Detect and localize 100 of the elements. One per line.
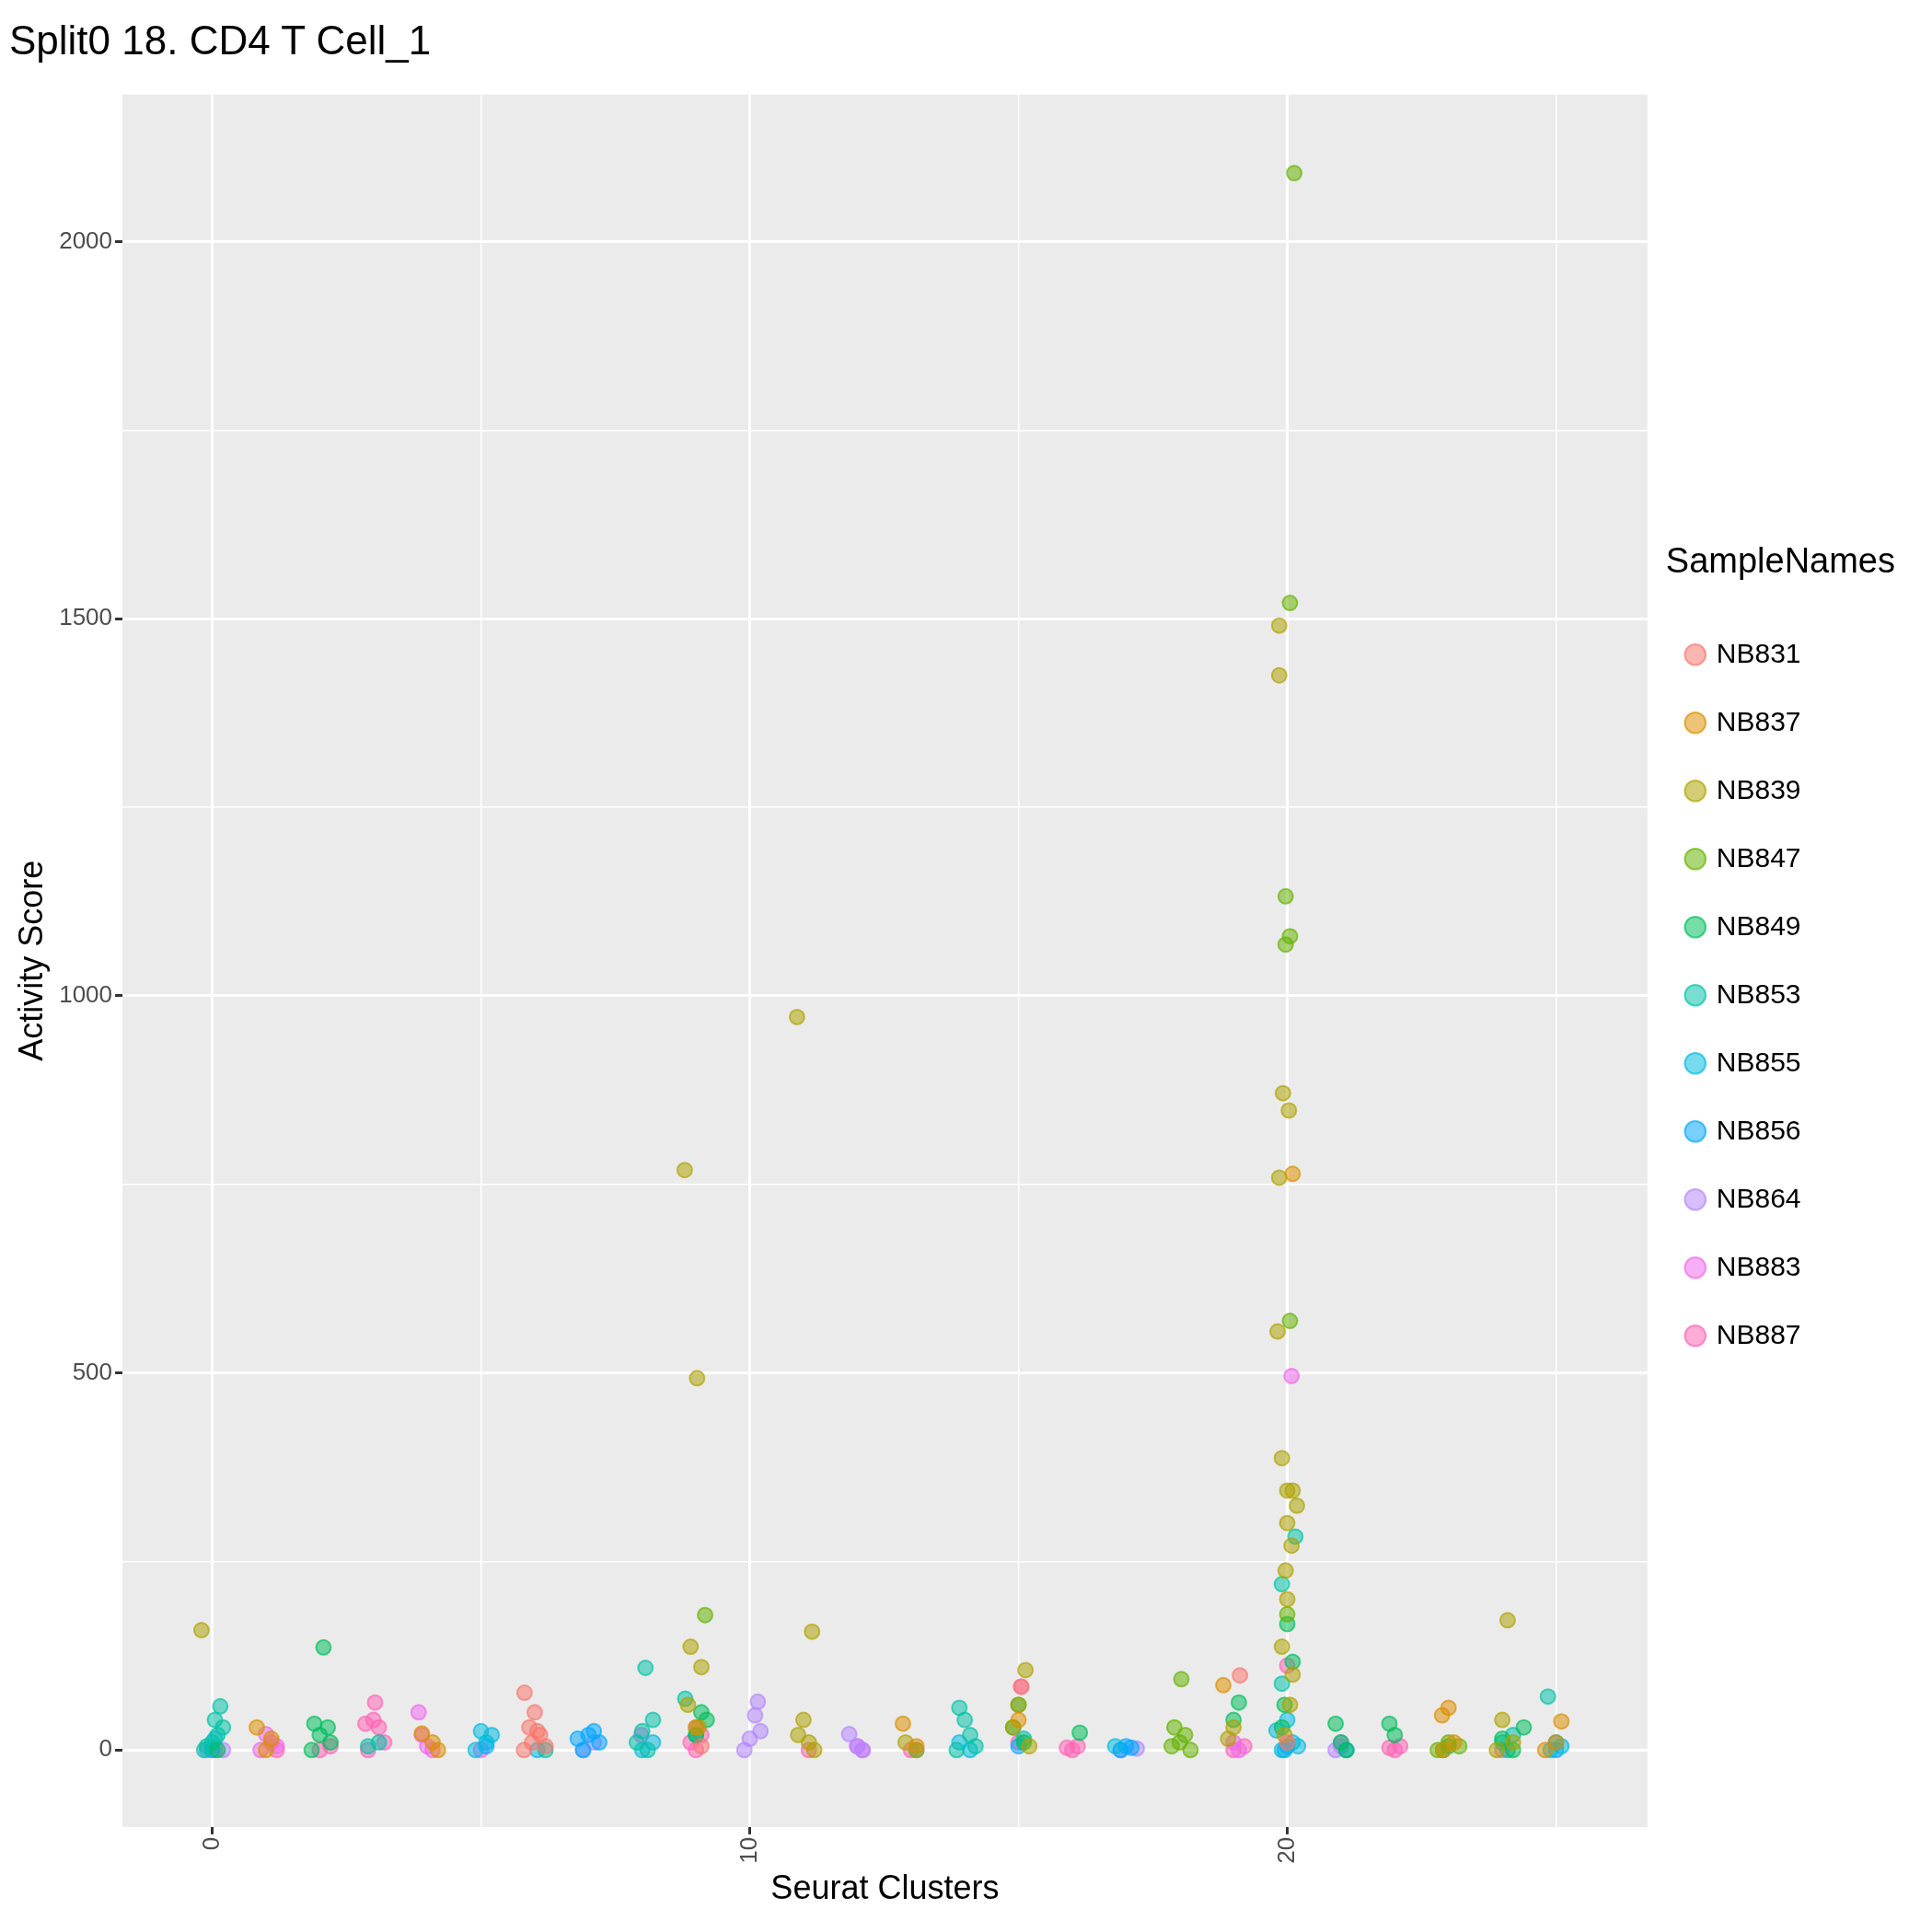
point bbox=[966, 1738, 984, 1755]
point bbox=[1278, 1514, 1296, 1532]
y-tick-label: 0 bbox=[98, 1734, 113, 1763]
point bbox=[1270, 617, 1288, 634]
point bbox=[1010, 1711, 1027, 1729]
point bbox=[794, 1711, 812, 1729]
point bbox=[1504, 1734, 1521, 1752]
point bbox=[1280, 1102, 1298, 1119]
point bbox=[1278, 1734, 1296, 1752]
point bbox=[410, 1704, 427, 1721]
point bbox=[633, 1722, 651, 1740]
point bbox=[1539, 1688, 1556, 1706]
point bbox=[1494, 1711, 1511, 1729]
point bbox=[319, 1718, 337, 1736]
legend-label: NB883 bbox=[1716, 1250, 1801, 1281]
point bbox=[528, 1722, 546, 1740]
legend-label: NB887 bbox=[1716, 1318, 1801, 1349]
point bbox=[804, 1623, 821, 1640]
point bbox=[1284, 1165, 1301, 1183]
legend-label: NB831 bbox=[1716, 637, 1801, 668]
legend-label: NB839 bbox=[1716, 773, 1801, 804]
point bbox=[894, 1715, 911, 1732]
point bbox=[1230, 1741, 1247, 1759]
point bbox=[1274, 1084, 1291, 1102]
point bbox=[537, 1738, 554, 1755]
point bbox=[1071, 1724, 1089, 1741]
point bbox=[1123, 1739, 1140, 1756]
point bbox=[315, 1638, 332, 1656]
legend-label: NB849 bbox=[1716, 909, 1801, 941]
point bbox=[752, 1722, 769, 1740]
point bbox=[1515, 1718, 1533, 1736]
point bbox=[366, 1694, 384, 1711]
point bbox=[212, 1697, 229, 1715]
point bbox=[1440, 1699, 1457, 1717]
y-tick-label: 2000 bbox=[59, 226, 113, 254]
x-axis-title: Seurat Clusters bbox=[770, 1868, 1000, 1907]
y-axis-title: Activity Score bbox=[11, 860, 50, 1061]
legend-label: NB847 bbox=[1716, 841, 1801, 873]
point bbox=[908, 1738, 925, 1755]
point bbox=[526, 1704, 543, 1721]
point bbox=[1286, 165, 1303, 182]
legend-label: NB855 bbox=[1716, 1046, 1801, 1077]
point bbox=[692, 1659, 710, 1676]
point bbox=[1284, 1666, 1301, 1683]
point bbox=[1059, 1739, 1076, 1756]
point bbox=[692, 1738, 710, 1755]
point bbox=[682, 1638, 700, 1656]
point bbox=[1021, 1738, 1038, 1755]
point bbox=[483, 1726, 501, 1743]
point bbox=[1281, 1313, 1299, 1330]
point bbox=[306, 1715, 323, 1732]
point bbox=[192, 1622, 210, 1639]
y-tick-label: 1000 bbox=[59, 980, 113, 1009]
point bbox=[1327, 1715, 1345, 1732]
point bbox=[1278, 1605, 1296, 1623]
legend-label: NB853 bbox=[1716, 978, 1801, 1009]
point bbox=[1498, 1612, 1516, 1629]
point bbox=[1278, 1591, 1296, 1608]
point bbox=[1165, 1718, 1183, 1736]
point bbox=[1536, 1741, 1554, 1759]
point bbox=[956, 1711, 974, 1729]
point bbox=[1215, 1676, 1232, 1694]
point bbox=[591, 1734, 608, 1752]
point bbox=[569, 1730, 586, 1748]
point bbox=[1281, 595, 1299, 612]
point bbox=[637, 1659, 654, 1676]
point bbox=[1277, 936, 1294, 954]
point bbox=[1273, 1675, 1290, 1693]
point bbox=[206, 1711, 224, 1729]
chart-title: Split0 18. CD4 T Cell_1 bbox=[9, 17, 432, 63]
point bbox=[639, 1741, 656, 1759]
point bbox=[644, 1711, 662, 1729]
point bbox=[322, 1734, 340, 1752]
point bbox=[1283, 1367, 1301, 1384]
legend-label: NB856 bbox=[1716, 1114, 1801, 1145]
point bbox=[1220, 1730, 1237, 1748]
point bbox=[697, 1606, 714, 1624]
point bbox=[1163, 1738, 1180, 1755]
point bbox=[749, 1693, 767, 1710]
point bbox=[676, 1162, 693, 1179]
point bbox=[1106, 1738, 1124, 1755]
point bbox=[800, 1734, 817, 1752]
point bbox=[1281, 1696, 1299, 1714]
point bbox=[249, 1718, 266, 1736]
point bbox=[1284, 1482, 1301, 1499]
point bbox=[1386, 1726, 1404, 1743]
point bbox=[257, 1741, 274, 1759]
x-tick-label: 10 bbox=[734, 1836, 762, 1864]
point bbox=[1553, 1713, 1570, 1730]
point bbox=[1273, 1450, 1290, 1467]
point bbox=[840, 1726, 858, 1743]
point bbox=[679, 1696, 697, 1714]
point bbox=[1230, 1694, 1247, 1711]
point bbox=[948, 1741, 966, 1759]
x-tick-label: 20 bbox=[1271, 1836, 1300, 1864]
point bbox=[303, 1741, 320, 1759]
legend-label: NB864 bbox=[1716, 1182, 1801, 1213]
point bbox=[951, 1699, 968, 1717]
legend-label: NB837 bbox=[1716, 705, 1801, 736]
y-tick-label: 1500 bbox=[59, 603, 113, 631]
